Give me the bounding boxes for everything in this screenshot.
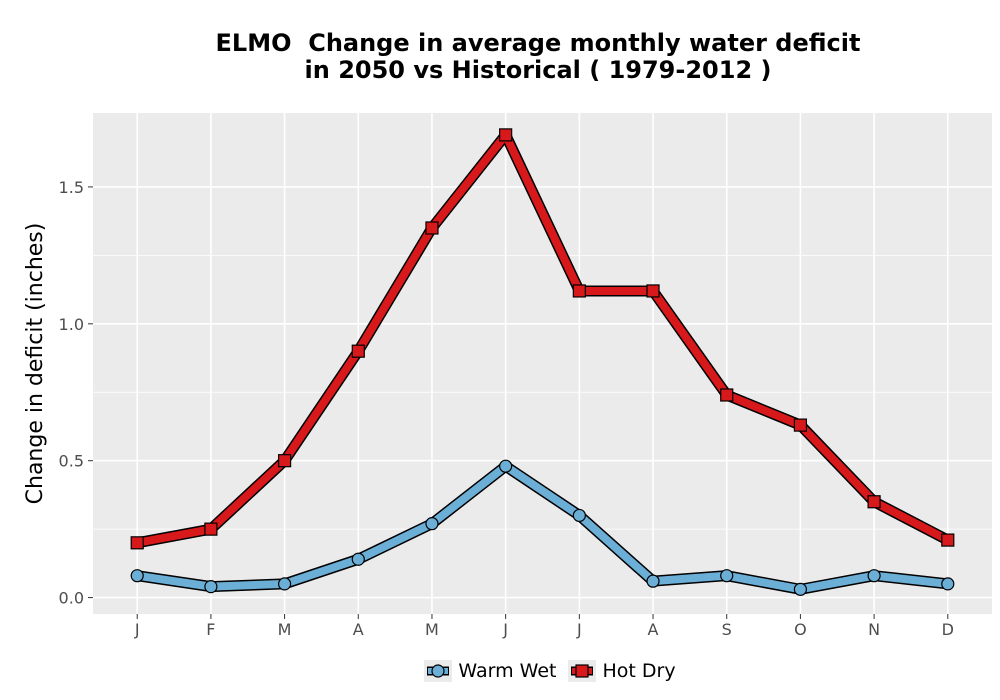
x-tick-label: J (134, 620, 140, 639)
legend-item-warm-wet: Warm Wet (424, 660, 556, 682)
hot-dry-point (130, 536, 144, 550)
warm-wet-line (133, 462, 952, 594)
warm-wet-point (351, 552, 365, 566)
y-axis-label: Change in deficit (inches) (23, 223, 48, 505)
hot-dry-point (941, 533, 955, 547)
warm-wet-point (572, 508, 586, 523)
hot-dry-point (499, 128, 513, 142)
warm-wet-point (793, 582, 808, 596)
hot-dry-point (720, 388, 734, 402)
legend-label-warm-wet: Warm Wet (458, 660, 557, 682)
x-tick-label: A (648, 620, 659, 639)
chart-title: ELMO Change in average monthly water def… (0, 30, 1000, 84)
hot-dry-line (133, 130, 952, 547)
x-tick-label: F (206, 620, 215, 639)
y-tick-label: 0.5 (59, 452, 84, 471)
hot-dry-point (425, 221, 439, 235)
hot-dry-point (793, 418, 808, 432)
warm-wet-point (130, 569, 144, 583)
legend: Warm Wet Hot Dry (0, 660, 1000, 687)
legend-key-warm-wet (424, 660, 453, 682)
warm-wet-point (867, 569, 881, 583)
warm-wet-point (499, 459, 513, 473)
warm-wet-point (204, 580, 218, 594)
hot-dry-point (277, 454, 292, 468)
x-tick-label: D (942, 620, 954, 639)
hot-dry-point (204, 522, 218, 536)
x-tick-label: M (425, 620, 439, 639)
x-tick-label: J (576, 620, 582, 639)
hot-dry-point (572, 284, 586, 298)
hot-dry-point (351, 344, 365, 358)
y-tick-label: 1.0 (59, 315, 84, 334)
line-chart: 0.0 0.5 1.0 1.5 J F M A M J J A S O N D Change in defici… (23, 113, 992, 639)
y-tick-label: 0.0 (59, 589, 84, 608)
x-tick-label: N (868, 620, 880, 639)
chart-title-line-1: ELMO Change in average monthly water def… (215, 29, 861, 57)
warm-wet-point (720, 569, 734, 583)
x-tick-label: A (353, 620, 364, 639)
x-tick-label: S (722, 620, 732, 639)
legend-item-hot-dry: Hot Dry (568, 660, 676, 682)
hot-dry-point (867, 495, 881, 509)
legend-key-hot-dry (568, 660, 597, 682)
warm-wet-point (646, 574, 660, 588)
x-tick-label: M (278, 620, 292, 639)
x-tick-label: O (794, 620, 807, 639)
hot-dry-point (646, 284, 660, 298)
warm-wet-point (277, 577, 292, 591)
warm-wet-point (941, 577, 955, 591)
x-tick-label: J (502, 620, 508, 639)
warm-wet-point (425, 517, 439, 531)
legend-label-hot-dry: Hot Dry (602, 660, 676, 682)
chart-title-line-2: in 2050 vs Historical ( 1979-2012 ) (304, 56, 772, 84)
y-tick-label: 1.5 (59, 178, 84, 197)
plot-panel (93, 113, 992, 614)
